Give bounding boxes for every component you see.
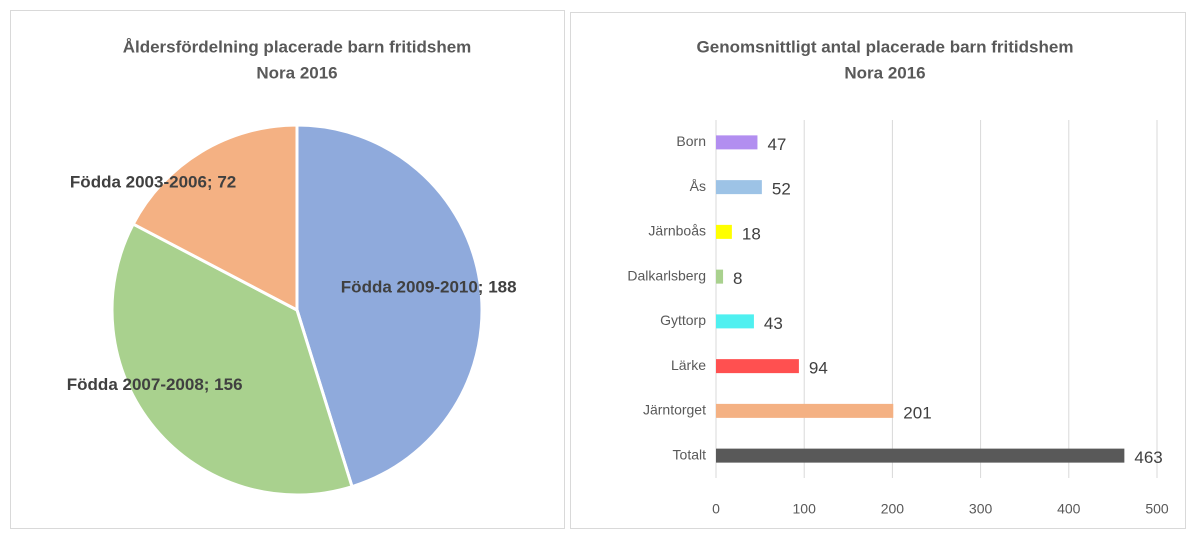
data-label: Födda 2003-2006; 72 [70,172,236,191]
bar [716,314,754,329]
chart-title: Nora 2016 [256,63,337,82]
bar-panel [570,12,1186,529]
pie-slice [110,221,354,497]
bar [716,180,762,195]
pie-slice [131,123,299,313]
y-tick-label: Lärke [671,357,706,373]
y-tick-label: Ås [690,178,706,194]
data-label: 52 [772,180,791,199]
data-label: 43 [764,314,783,333]
data-label: 47 [767,135,786,154]
bar [716,269,724,284]
data-label: Födda 2007-2008; 156 [67,375,243,394]
bar [716,403,894,418]
y-tick-label: Totalt [673,446,707,462]
pie-slice [295,123,484,489]
bar [716,359,799,374]
x-tick-label: 500 [1145,501,1169,517]
y-tick-label: Gyttorp [660,312,706,328]
data-label: 94 [809,359,828,378]
data-label: Födda 2009-2010; 188 [341,277,517,296]
y-tick-label: Järnboås [648,223,706,239]
y-tick-label: Born [676,133,706,149]
y-tick-label: Järntorget [643,402,706,418]
x-tick-label: 0 [712,501,720,517]
data-label: 201 [903,403,931,422]
x-tick-label: 300 [969,501,993,517]
chart-title: Åldersfördelning placerade barn fritidsh… [123,37,472,56]
x-tick-label: 200 [881,501,905,517]
bar [716,135,758,150]
y-tick-label: Dalkarlsberg [627,267,706,283]
chart-title: Genomsnittligt antal placerade barn frit… [697,37,1074,56]
bar [716,448,1125,463]
x-tick-label: 400 [1057,501,1081,517]
data-label: 463 [1134,448,1162,467]
data-label: 8 [733,269,742,288]
bar [716,224,732,239]
chart-title: Nora 2016 [844,63,925,82]
x-tick-label: 100 [793,501,817,517]
data-label: 18 [742,224,761,243]
